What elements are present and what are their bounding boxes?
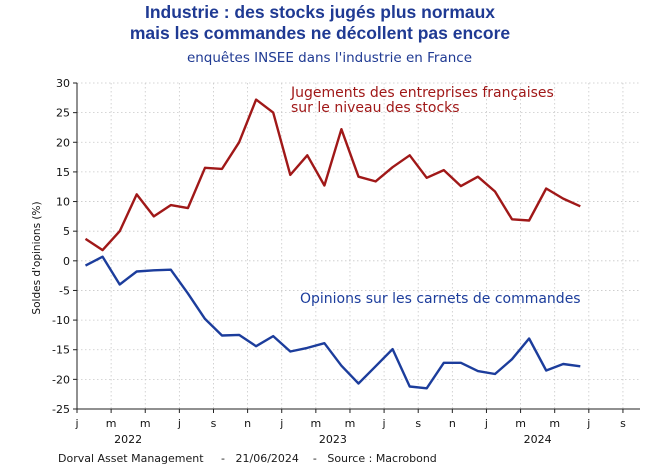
x-tick-label: m <box>549 417 560 430</box>
chart-title: Industrie : des stocks jugés plus normau… <box>0 2 640 44</box>
x-tick-label: m <box>310 417 321 430</box>
y-tick-label: -5 <box>59 284 70 297</box>
y-tick-label: -20 <box>52 373 70 386</box>
chart-title-line1: Industrie : des stocks jugés plus normau… <box>144 2 496 22</box>
stocks-series-label: sur le niveau des stocks <box>291 100 460 116</box>
x-tick-label: s <box>415 417 421 430</box>
x-tick-label: j <box>177 417 181 430</box>
orders-series-label: Opinions sur les carnets de commandes <box>300 291 581 307</box>
series-labels: Jugements des entreprises françaisessur … <box>290 85 581 307</box>
chart-title-line2: mais les commandes ne décollent pas enco… <box>129 23 511 43</box>
y-tick-label: 10 <box>56 196 70 209</box>
y-tick-label: -25 <box>52 403 70 416</box>
y-tick-label: 20 <box>56 136 70 149</box>
stocks-series-line <box>84 98 581 252</box>
x-tick-label: n <box>244 417 251 430</box>
y-tick-label: 15 <box>56 166 70 179</box>
y-tick-label: 25 <box>56 107 70 120</box>
y-axis-ticks: 30 25 20 15 10 5 0 -5 -10 -15 -20 -25 <box>52 77 77 416</box>
x-tick-label: j <box>586 417 590 430</box>
orders-series-line <box>84 255 581 390</box>
x-tick-label: j <box>74 417 78 430</box>
series-lines <box>84 98 581 390</box>
footer-source: Dorval Asset Management - 21/06/2024 - S… <box>58 452 437 465</box>
x-tick-label: j <box>484 417 488 430</box>
x-tick-label: s <box>620 417 626 430</box>
y-tick-label: 5 <box>63 225 70 238</box>
axes <box>76 83 640 410</box>
x-tick-label: m <box>345 417 356 430</box>
x-tick-label: m <box>140 417 151 430</box>
y-tick-label: -15 <box>52 344 70 357</box>
y-tick-label: 30 <box>56 77 70 90</box>
x-tick-label: m <box>515 417 526 430</box>
y-axis-label: Soldes d'opinions (%) <box>31 201 43 314</box>
y-tick-label: 0 <box>63 255 70 268</box>
chart-subtitle: enquêtes INSEE dans l'industrie en Franc… <box>186 50 473 66</box>
x-tick-label: s <box>211 417 217 430</box>
y-tick-label: -10 <box>52 314 70 327</box>
x-year-label: 2023 <box>319 433 347 446</box>
stocks-series-label: Jugements des entreprises françaises <box>290 85 554 101</box>
x-tick-label: j <box>382 417 386 430</box>
x-year-label: 2024 <box>524 433 552 446</box>
x-year-label: 2022 <box>114 433 142 446</box>
grid-lines <box>76 82 640 410</box>
x-tick-label: m <box>106 417 117 430</box>
x-tick-label: j <box>279 417 283 430</box>
x-axis-ticks: j m m j s n j m m j s n j m m j s 2022 2023 2024 <box>74 409 626 446</box>
x-tick-label: n <box>449 417 456 430</box>
